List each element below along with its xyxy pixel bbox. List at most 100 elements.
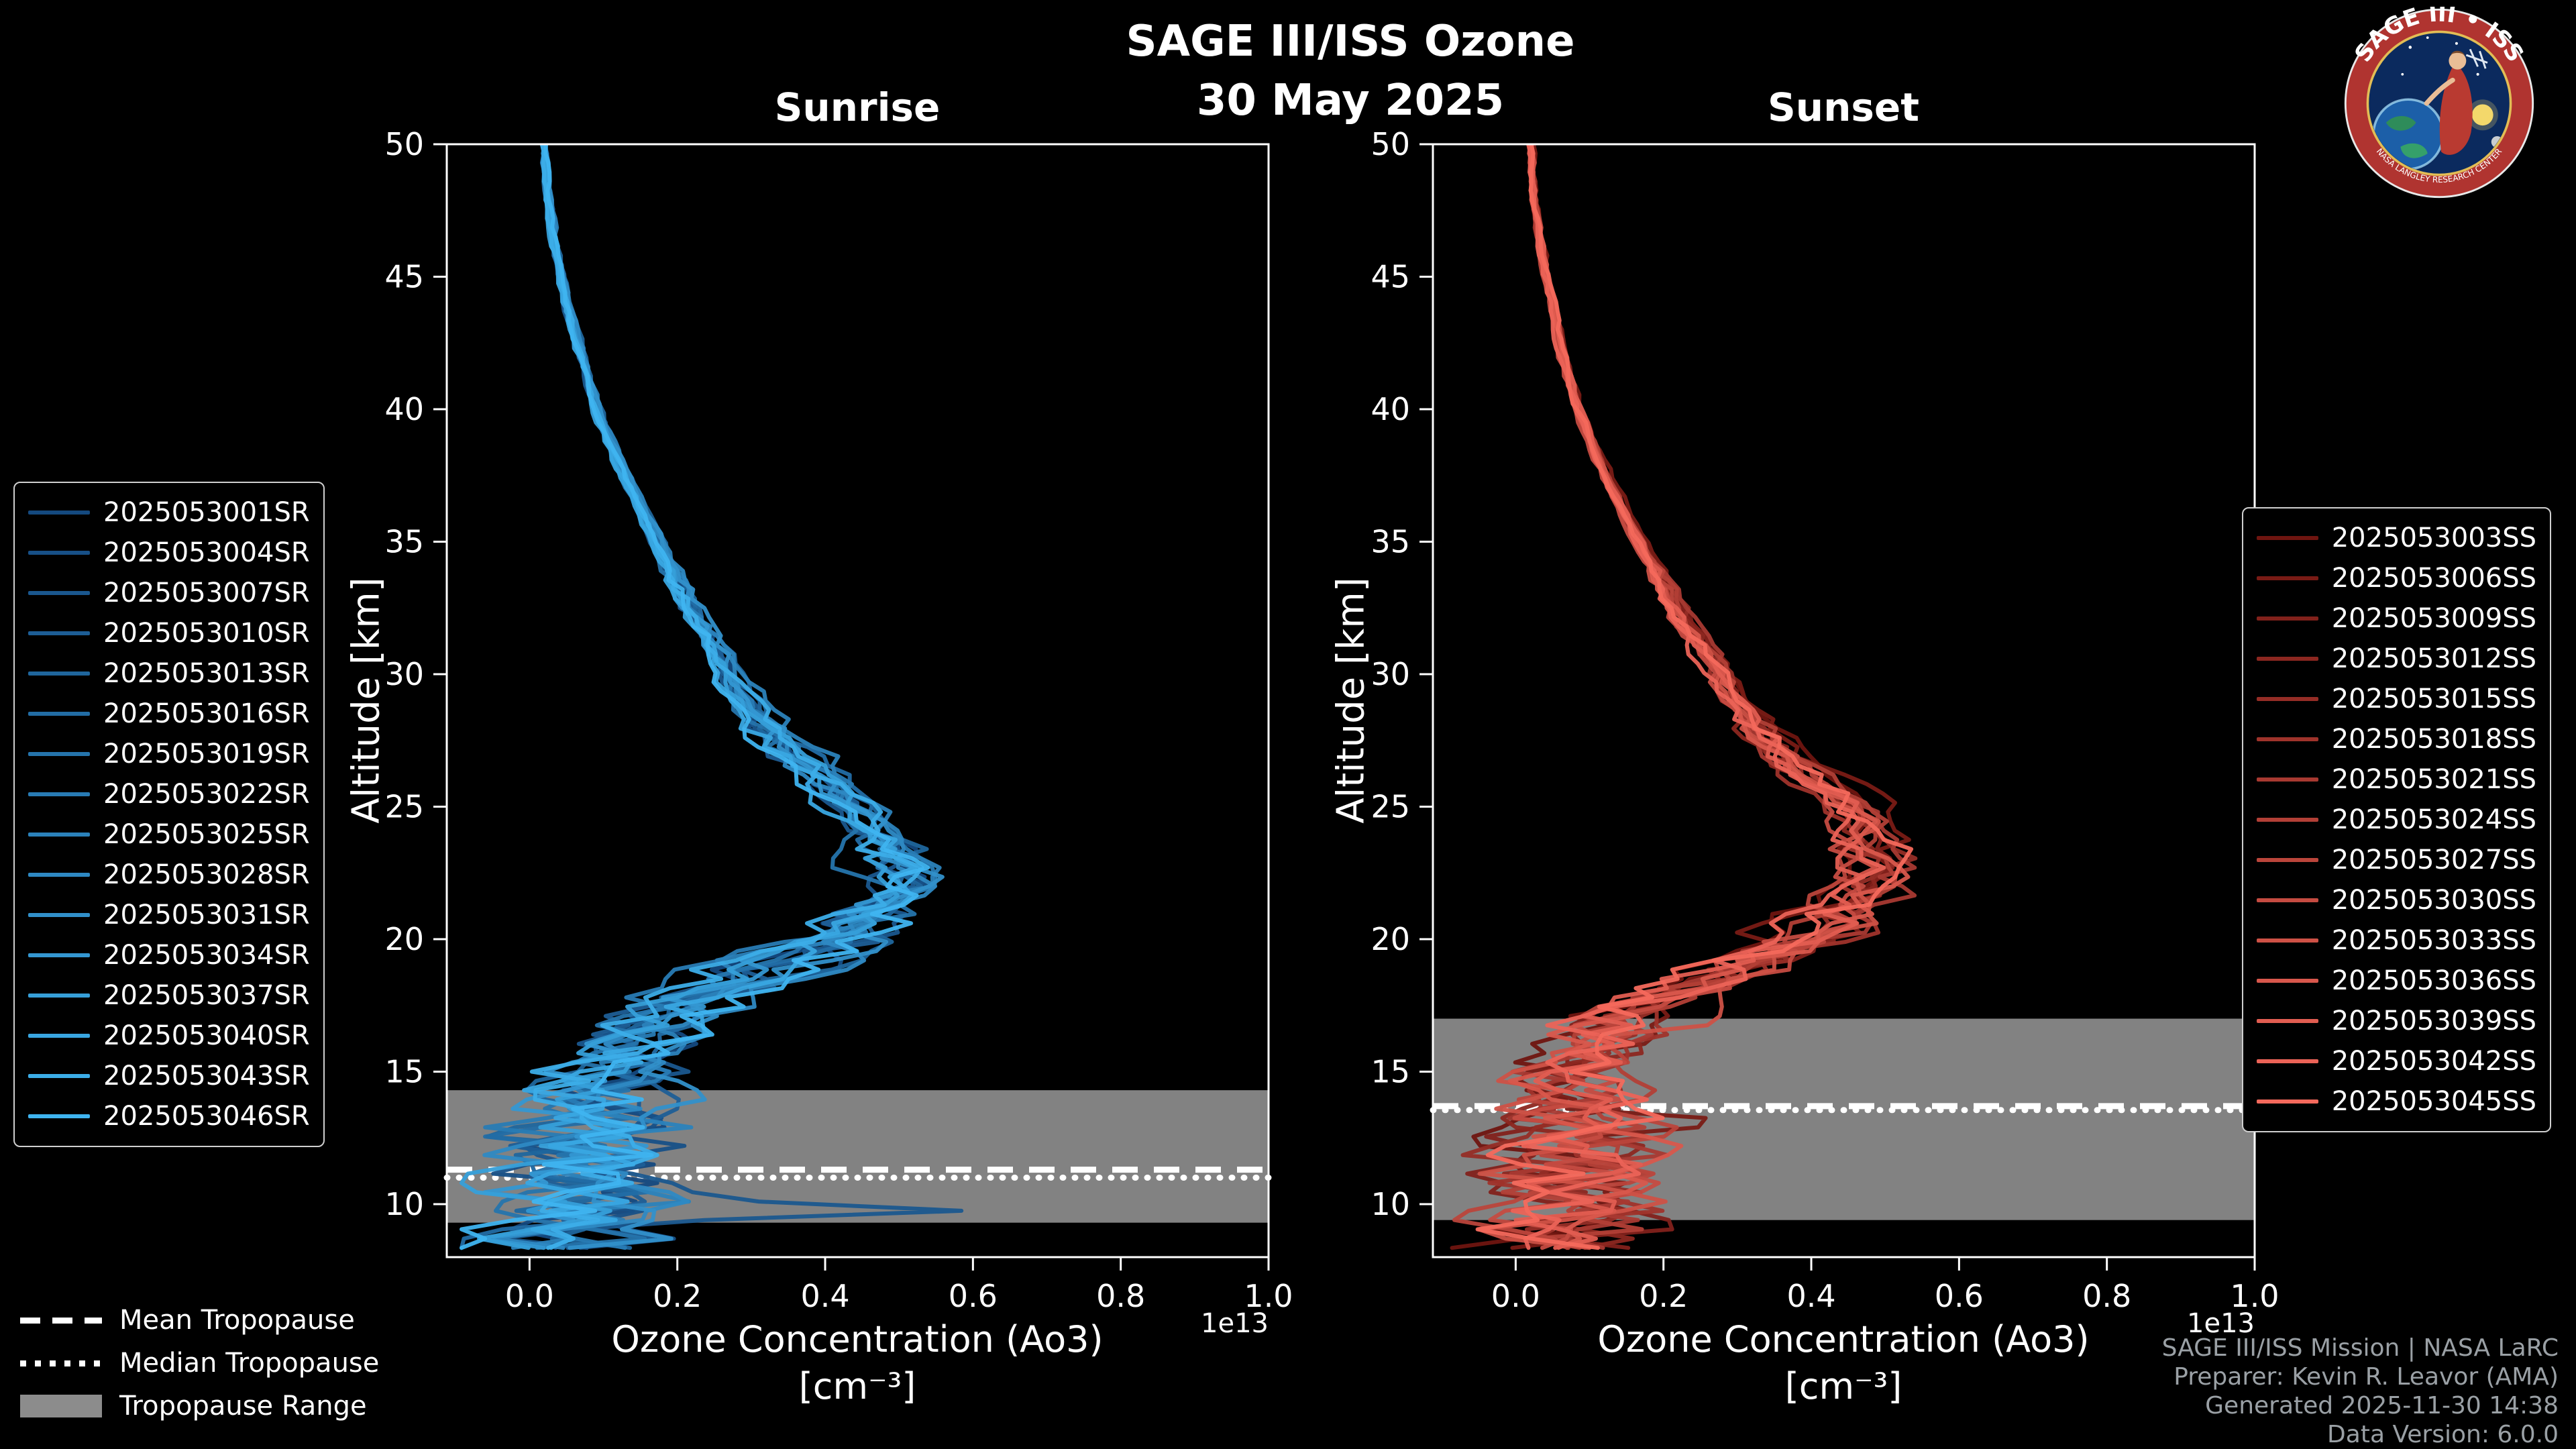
legend-line-swatch [28,672,90,676]
legend-item-2025053027SS: 2025053027SS [2256,840,2536,880]
legend-label: 2025053009SS [2331,603,2536,634]
sunrise-y-axis-label: Altitude [km] [344,577,388,824]
x-tick-label: 0.2 [653,1278,702,1314]
legend-label: 2025053036SS [2331,965,2536,996]
legend-line-swatch [2256,1099,2318,1104]
sunset-profile-2025053042SS [1511,144,1886,1250]
sunrise-series-legend: 2025053001SR 2025053004SR 2025053007SR 2025… [13,482,325,1147]
sunrise-profiles [460,144,964,1250]
legend-line-swatch [2256,657,2318,661]
y-tick-label: 20 [1371,921,1410,957]
patch-earth-land [2385,116,2416,131]
legend-item-2025053010SR: 2025053010SR [28,613,310,653]
x-tick-label: 0.6 [1935,1278,1984,1314]
legend-item-2025053033SS: 2025053033SS [2256,920,2536,961]
legend-item-2025053025SR: 2025053025SR [28,814,310,855]
legend-label: 2025053012SS [2331,643,2536,674]
legend-item-2025053030SS: 2025053030SS [2256,880,2536,920]
legend-item-2025053042SS: 2025053042SS [2256,1041,2536,1081]
legend-item-2025053004SR: 2025053004SR [28,533,310,573]
y-tick-label: 35 [1371,524,1410,560]
legend-label: 2025053022SR [103,779,310,810]
sunrise-x-axis-label-unit: [cm⁻³] [798,1365,916,1407]
legend-label: 2025053006SS [2331,563,2536,594]
legend-line-swatch [28,551,90,555]
legend-label: 2025053003SS [2331,523,2536,553]
legend-line-swatch [28,953,90,957]
sunrise-profile-2025053034SR [478,144,903,1250]
patch-star [2401,72,2404,76]
dotted-line-swatch [20,1360,102,1366]
legend-item-2025053040SR: 2025053040SR [28,1016,310,1056]
sage-iii-iss-logo: SAGE III • ISS NASA LANGLEY RESEARCH CEN… [2344,7,2534,199]
legend-label: 2025053045SS [2331,1086,2536,1117]
legend-item-2025053031SR: 2025053031SR [28,895,310,935]
legend-label: 2025053046SR [103,1101,310,1132]
x-tick-label: 0.8 [1096,1278,1145,1314]
legend-line-swatch [2256,1019,2318,1023]
legend-label: 2025053001SR [103,497,310,528]
legend-label: 2025053028SR [103,859,310,890]
patch-sun [2471,104,2493,126]
y-tick-label: 40 [1371,391,1410,427]
sunrise-x-axis-label-line1: Ozone Concentration (Ao3) [611,1318,1104,1360]
preparer-credit: Preparer: Kevin R. Leavor (AMA) [2174,1363,2559,1391]
legend-line-swatch [28,913,90,917]
legend-item-2025053007SR: 2025053007SR [28,573,310,613]
x-tick-label: 1.0 [2230,1278,2279,1314]
tropopause-range-label: Tropopause Range [119,1391,367,1421]
y-tick-label: 45 [384,259,424,295]
legend-line-swatch [2256,777,2318,782]
legend-item-2025053013SR: 2025053013SR [28,653,310,694]
legend-label: 2025053010SR [103,618,310,649]
y-tick-label: 45 [1371,259,1410,295]
x-tick-label: 0.6 [949,1278,998,1314]
legend-item-2025053022SR: 2025053022SR [28,774,310,814]
patch-star [2455,42,2458,45]
legend-item-2025053009SS: 2025053009SS [2256,598,2536,639]
legend-line-swatch [2256,858,2318,862]
legend-label: 2025053027SS [2331,845,2536,875]
page-title: SAGE III/ISS Ozone 30 May 2025 [1126,12,1575,130]
legend-line-swatch [2256,1059,2318,1063]
y-tick-label: 25 [384,789,424,825]
y-tick-label: 15 [384,1054,424,1090]
x-tick-label: 0.8 [2082,1278,2131,1314]
legend-line-swatch [2256,576,2318,580]
legend-label: 2025053015SS [2331,684,2536,714]
legend-label: 2025053037SR [103,980,310,1011]
mission-title: SAGE III/ISS Ozone [1126,17,1575,66]
legend-item-2025053015SS: 2025053015SS [2256,679,2536,719]
y-tick-label: 30 [384,656,424,692]
legend-label: 2025053043SR [103,1061,310,1091]
tropopause-legend: Mean Tropopause Median Tropopause Tropop… [20,1305,379,1421]
tropopause-range-legend-row: Tropopause Range [20,1391,379,1421]
sunset-x-axis-label-unit: [cm⁻³] [1784,1365,1902,1407]
sunset-x-axis-label: Ozone Concentration (Ao3) [cm⁻³] [1597,1316,2089,1410]
sunrise-x-axis-label: Ozone Concentration (Ao3) [cm⁻³] [611,1316,1103,1410]
legend-item-2025053043SR: 2025053043SR [28,1056,310,1096]
sunset-series-legend: 2025053003SS 2025053006SS 2025053009SS 2025… [2241,507,2551,1132]
legend-line-swatch [28,1034,90,1038]
sunset-panel-title: Sunset [1768,85,1919,130]
sunset-profile-2025053045SS [1475,144,1914,1250]
legend-item-2025053045SS: 2025053045SS [2256,1081,2536,1122]
legend-item-2025053028SR: 2025053028SR [28,855,310,895]
legend-item-2025053039SS: 2025053039SS [2256,1001,2536,1041]
dashed-line-swatch [20,1317,102,1324]
legend-label: 2025053013SR [103,658,310,689]
legend-line-swatch [28,873,90,877]
median-tropopause-legend-row: Median Tropopause [20,1348,379,1379]
legend-label: 2025053033SS [2331,925,2536,956]
legend-label: 2025053034SR [103,940,310,971]
y-tick-label: 30 [1371,656,1410,692]
patch-earth-land [2400,143,2428,158]
sunrise-panel-title: Sunrise [774,85,941,130]
x-tick-label: 0.0 [505,1278,554,1314]
legend-item-2025053003SS: 2025053003SS [2256,518,2536,558]
y-tick-label: 20 [384,921,424,957]
legend-label: 2025053019SR [103,739,310,769]
sunset-axis-ticks: 10 15 20 25 30 35 40 45 50 0.0 0.2 0.4 0.6 0.8 1.0 [1371,126,2279,1314]
patch-figure-hair [2451,50,2465,56]
legend-item-2025053012SS: 2025053012SS [2256,639,2536,679]
